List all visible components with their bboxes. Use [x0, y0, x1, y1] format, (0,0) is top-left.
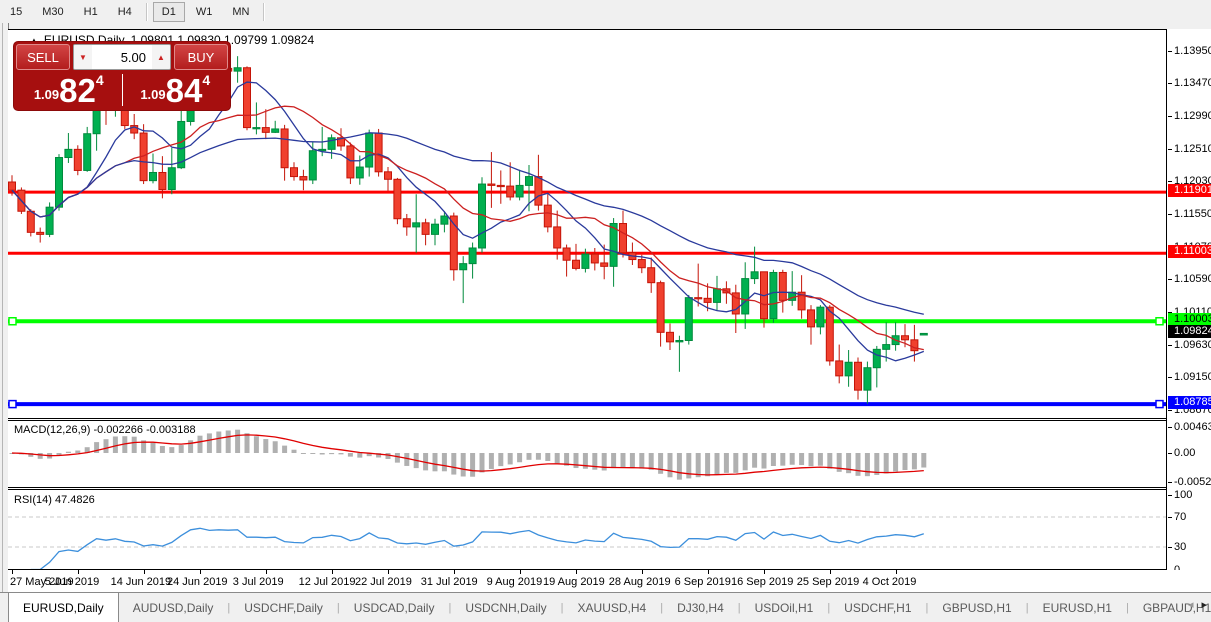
- timeframe-button-M30[interactable]: M30: [42, 5, 64, 18]
- axis-divider: [1166, 29, 1167, 591]
- date-tick: [641, 570, 643, 574]
- hline-price-label: 1.10003: [1168, 312, 1211, 326]
- buy-price-sup: 4: [202, 72, 211, 88]
- date-tick: [200, 570, 201, 574]
- price-axis[interactable]: 1.13950 1.13470 1.12990 1.12510 1.12030 1.115…: [1167, 29, 1211, 591]
- buy-button[interactable]: BUY: [174, 44, 228, 70]
- hline-price-label: 1.11003: [1168, 244, 1211, 258]
- macd-panel-top-border: [8, 420, 1211, 421]
- date-axis[interactable]: 27 May 2019 5 Jun 2019 14 Jun 2019 24 Jun 2…: [8, 570, 1211, 592]
- date-label: 25 Sep 2019: [796, 576, 860, 588]
- timeframe-button-W1[interactable]: W1: [195, 5, 213, 18]
- date-tick: [764, 570, 765, 574]
- date-tick: [265, 570, 267, 574]
- date-label: 28 Aug 2019: [608, 576, 671, 588]
- timeframe-button-15[interactable]: 15: [10, 5, 23, 18]
- date-label: 6 Sep 2019: [674, 576, 731, 588]
- date-label: 3 Jul 2019: [232, 576, 284, 588]
- date-tick: [77, 570, 79, 574]
- date-tick: [12, 570, 13, 574]
- symbol-tab-bar: EURUSD,Daily AUDUSD,Daily | USDCHF,Daily | US…: [0, 592, 1211, 622]
- chart-tab-USDCHF-H1[interactable]: USDCHF,H1: [844, 601, 912, 615]
- date-label: 12 Jul 2019: [298, 576, 356, 588]
- date-label: 16 Sep 2019: [731, 576, 794, 588]
- date-tick: [519, 570, 521, 574]
- chart-top-border: [8, 29, 1211, 30]
- timeframe-button-MN[interactable]: MN: [232, 5, 250, 18]
- tab-scroll-right-icon[interactable]: ▸: [1201, 599, 1207, 611]
- macd-label: MACD(12,26,9) -0.002266 -0.003188: [14, 424, 196, 436]
- chart-tab-DJ30-H4[interactable]: DJ30,H4: [677, 601, 724, 615]
- volume-decrement-button[interactable]: ▼: [74, 45, 92, 69]
- one-click-trade-panel: SELL ▼ 5.00 ▲ BUY 1.09 82 4 1.09 84 4: [14, 42, 230, 110]
- sell-price-sup: 4: [95, 72, 104, 88]
- date-label: 24 Jun 2019: [167, 576, 228, 588]
- buy-price-big: 84: [165, 72, 203, 109]
- chart-tab-EURUSD-Daily[interactable]: EURUSD,Daily: [8, 593, 119, 622]
- date-label: 14 Jun 2019: [110, 576, 172, 588]
- date-tick: [388, 570, 389, 574]
- rsi-label: RSI(14) 47.4826: [14, 494, 95, 506]
- chart-tab-USDOil-H1[interactable]: USDOil,H1: [754, 601, 814, 615]
- current-price-label: 1.09824: [1168, 324, 1211, 338]
- date-label: 4 Oct 2019: [862, 576, 917, 588]
- timeframe-toolbar: 15 M30 H1 H4 D1 W1 MN: [0, 0, 1211, 23]
- chart-tab-USDCAD-Daily[interactable]: USDCAD,Daily: [353, 601, 435, 615]
- chart-tab-GBPUSD-H1[interactable]: GBPUSD,H1: [942, 601, 1012, 615]
- volume-increment-button[interactable]: ▲: [152, 45, 170, 69]
- timeframe-button-D1[interactable]: D1: [152, 1, 185, 22]
- date-tick: [143, 570, 145, 574]
- date-label: 5 Jun 2019: [44, 576, 100, 588]
- chart-tab-EURUSD-H1[interactable]: EURUSD,H1: [1042, 601, 1112, 615]
- date-tick: [331, 570, 333, 574]
- timeframe-button-H1[interactable]: H1: [83, 5, 98, 18]
- chart-tab-USDCHF-Daily[interactable]: USDCHF,Daily: [244, 601, 323, 615]
- date-label: 31 Jul 2019: [420, 576, 478, 588]
- date-tick: [453, 570, 455, 574]
- volume-spinner: ▼ 5.00 ▲: [73, 44, 171, 70]
- buy-price[interactable]: 1.09 84 4: [123, 72, 229, 108]
- macd-panel-canvas[interactable]: [8, 421, 1166, 487]
- rsi-splitter-top[interactable]: [8, 487, 1211, 488]
- date-label: 19 Aug 2019: [543, 576, 605, 588]
- sell-price-prefix: 1.09: [33, 87, 60, 102]
- chart-tab-GBPAUD-H1[interactable]: GBPAUD,H1: [1142, 601, 1211, 615]
- one-click-panel-toggle-icon[interactable]: ▲: [30, 35, 38, 45]
- hline-price-label: 1.08785: [1168, 395, 1211, 409]
- rsi-panel-canvas[interactable]: [8, 490, 1166, 569]
- rsi-panel-top-border: [8, 489, 1211, 490]
- volume-value[interactable]: 5.00: [92, 45, 152, 69]
- chart-tab-USDCNH-Daily[interactable]: USDCNH,Daily: [465, 601, 547, 615]
- buy-price-prefix: 1.09: [140, 87, 166, 102]
- rsi-panel-bottom-border: [8, 569, 1211, 570]
- tab-scroll-left-icon[interactable]: ◂: [1187, 599, 1194, 611]
- price-chart-canvas[interactable]: [8, 29, 1166, 418]
- timeframe-button-H4[interactable]: H4: [117, 5, 132, 18]
- date-label: 9 Aug 2019: [486, 576, 543, 588]
- date-tick: [707, 570, 709, 574]
- sell-button[interactable]: SELL: [16, 44, 70, 70]
- chart-tab-XAUUSD-H4[interactable]: XAUUSD,H4: [577, 601, 647, 615]
- date-tick: [829, 570, 831, 574]
- sell-price[interactable]: 1.09 82 4: [16, 72, 122, 108]
- date-label: 27 May 2019: [10, 576, 74, 588]
- macd-splitter-top[interactable]: [8, 418, 1211, 419]
- hline-price-label: 1.11901: [1168, 183, 1211, 197]
- date-label: 22 Jul 2019: [355, 576, 412, 588]
- sell-price-big: 82: [59, 72, 96, 109]
- date-tick: [576, 570, 577, 574]
- date-tick: [895, 570, 897, 574]
- chart-tab-AUDUSD-Daily[interactable]: AUDUSD,Daily: [132, 601, 214, 615]
